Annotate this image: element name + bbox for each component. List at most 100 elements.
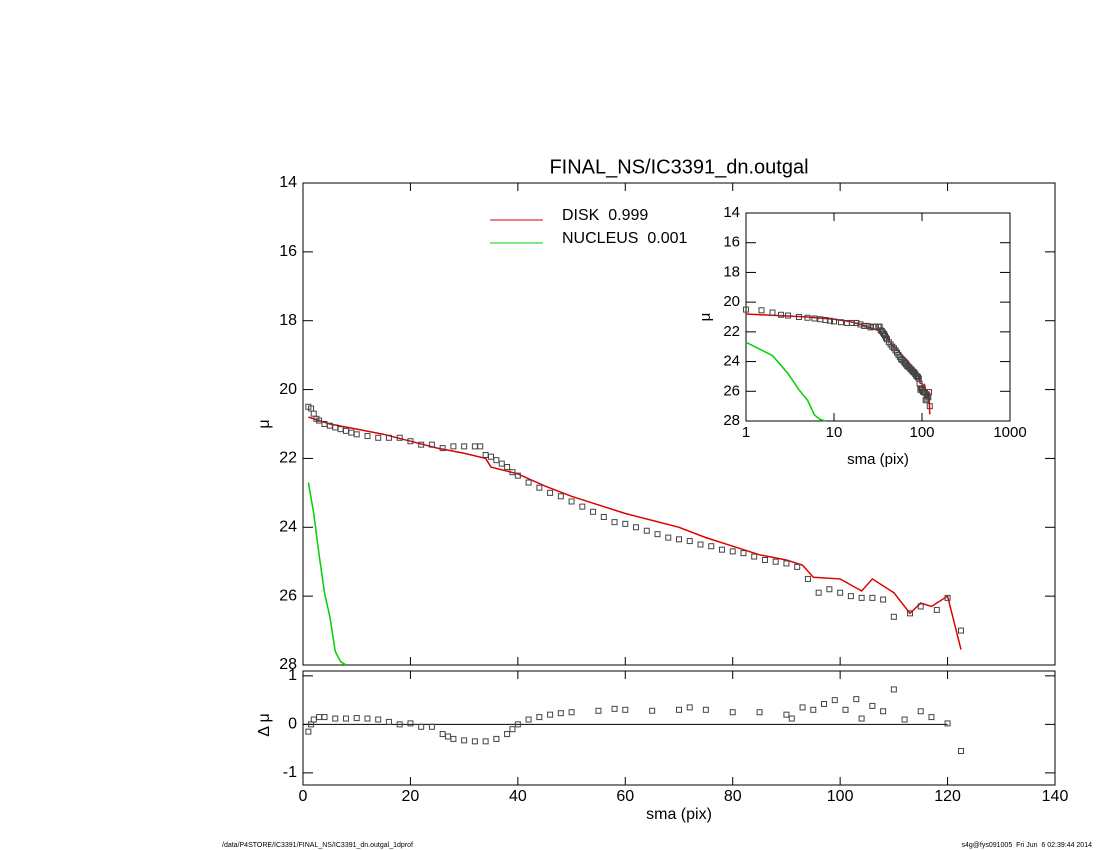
data-point [536, 484, 543, 491]
x-tick-label: 10 [826, 424, 843, 441]
residual-point [396, 721, 403, 728]
y-tick-label: 14 [279, 174, 297, 191]
residual-point [321, 714, 328, 721]
footer-left: /data/P4STORE/IC3391/FINAL_NS/IC3391_dn.… [222, 842, 413, 849]
inset-data-point [743, 306, 749, 313]
residual-point [509, 726, 516, 733]
residual-point [557, 710, 564, 717]
data-point [547, 489, 554, 496]
data-point [568, 498, 575, 505]
data-point [498, 460, 505, 467]
y-tick-label: 26 [279, 587, 297, 604]
residual-point [958, 748, 964, 755]
residual-point [622, 706, 629, 713]
inset-data-point [826, 317, 833, 324]
x-tick-label: 80 [724, 788, 742, 805]
data-point [509, 469, 516, 476]
residual-point [869, 702, 876, 709]
inset-data-point [769, 309, 776, 316]
x-tick-label: 60 [616, 788, 634, 805]
data-point [375, 434, 382, 441]
residual-point [686, 704, 693, 711]
data-point [676, 536, 682, 543]
data-point [348, 429, 355, 436]
residual-point [831, 697, 838, 704]
residual-point [810, 706, 817, 713]
data-point [772, 558, 779, 565]
data-point [622, 520, 629, 527]
residual-point [482, 738, 489, 745]
y-tick-label: 16 [279, 243, 297, 260]
residual-point [858, 715, 865, 722]
data-point [944, 594, 951, 601]
inset-data-point [916, 380, 923, 387]
data-point [729, 548, 736, 555]
data-point [385, 434, 392, 441]
data-point [794, 563, 801, 570]
legend-label: DISK 0.999 [562, 207, 648, 224]
data-point [525, 479, 532, 486]
data-point [783, 560, 790, 567]
residual-point [799, 704, 806, 711]
residual-point [853, 696, 860, 703]
data-point [450, 443, 457, 450]
data-point [804, 575, 811, 582]
data-point [353, 431, 360, 438]
data-point [718, 546, 725, 553]
y-tick-label: 22 [723, 323, 740, 340]
x-tick-label: 20 [402, 788, 420, 805]
model-line [307, 482, 347, 666]
inset-data-point [758, 307, 765, 314]
y-tick-label: 20 [279, 381, 297, 398]
data-point [439, 445, 446, 452]
residual-point [439, 731, 446, 738]
x-tick-label: 100 [827, 788, 854, 805]
residual-point [375, 716, 382, 723]
x-tick-label: 140 [1042, 788, 1069, 805]
data-point [611, 519, 618, 526]
data-point [697, 541, 704, 548]
residual-point [305, 728, 312, 735]
residual-point [428, 723, 435, 730]
data-point [847, 593, 854, 600]
data-point [869, 594, 876, 601]
data-point [407, 438, 414, 445]
data-point [488, 453, 494, 460]
chart-title: FINAL_NS/IC3391_dn.outgal [549, 156, 808, 178]
inset-data-point [914, 374, 921, 381]
inset-data-point [795, 314, 802, 320]
residual-point [944, 720, 951, 727]
data-point [815, 589, 822, 596]
residual-point [525, 716, 532, 723]
residual-point [450, 735, 457, 742]
residual-point [788, 715, 795, 722]
data-point [890, 613, 897, 620]
data-point [579, 503, 586, 510]
data-point [880, 596, 887, 603]
data-point [471, 443, 478, 450]
data-point [461, 443, 468, 450]
data-point [342, 427, 349, 434]
inset-data-point [778, 311, 785, 318]
data-point [514, 472, 521, 479]
residual-point [504, 731, 511, 738]
inset-data-point [864, 322, 871, 329]
data-point [477, 443, 484, 450]
residual-point [418, 723, 425, 730]
x-tick-label: 100 [909, 424, 934, 441]
residual-point [676, 706, 682, 713]
x-axis-label: sma (pix) [646, 806, 712, 823]
residual-point [342, 715, 349, 722]
main-frame [302, 182, 1056, 666]
data-point [557, 493, 564, 500]
y-tick-label: 1 [288, 667, 297, 684]
data-point [906, 610, 913, 617]
y-tick-label: 24 [279, 519, 297, 536]
inset-frame [745, 212, 1011, 422]
data-point [337, 426, 344, 433]
inset-data-point [926, 403, 933, 410]
inset-data-point [857, 321, 864, 328]
data-point [708, 543, 715, 550]
data-point [761, 556, 768, 563]
